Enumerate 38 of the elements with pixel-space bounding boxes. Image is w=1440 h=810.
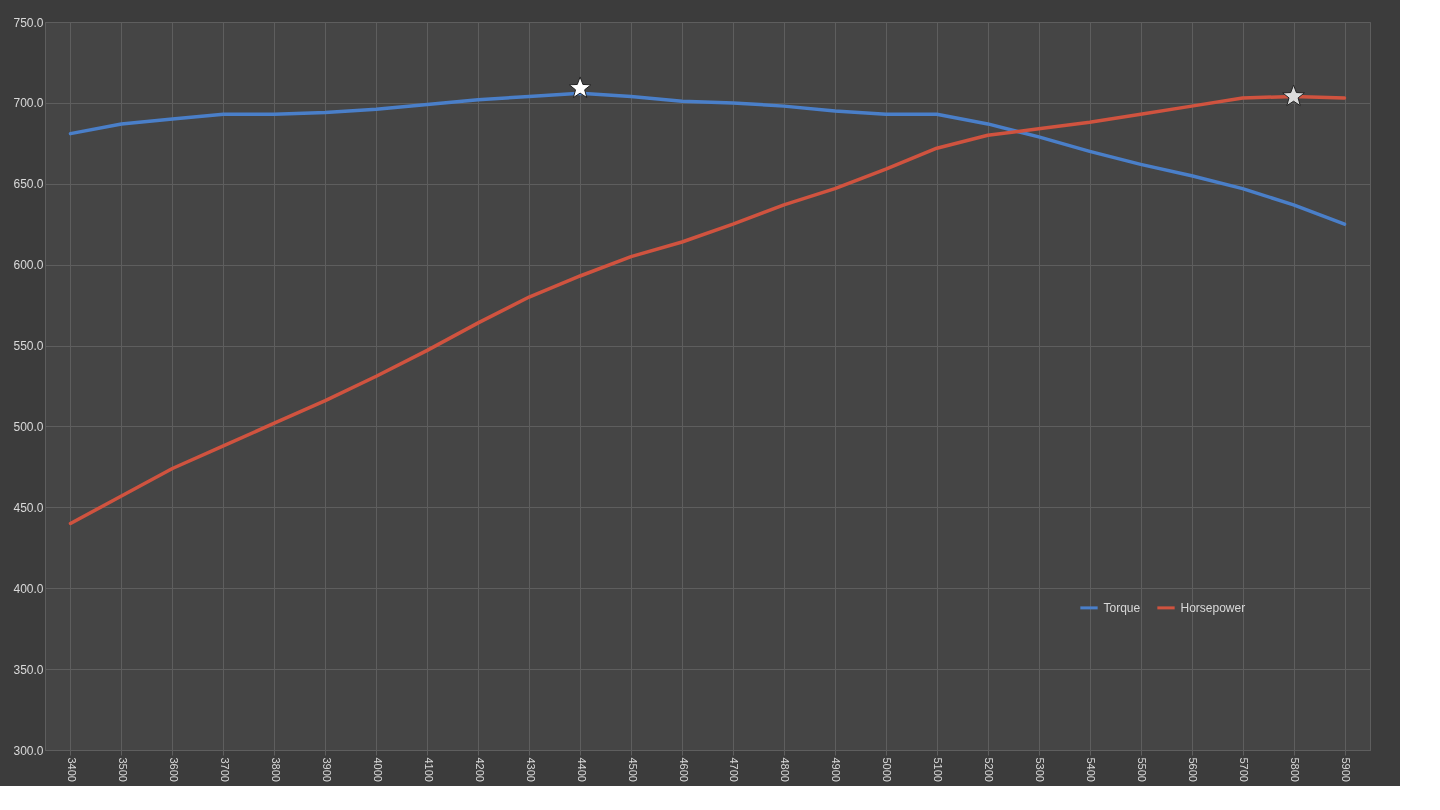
x-tick-label: 5700 — [1238, 757, 1251, 782]
x-tick-label: 3900 — [320, 757, 333, 782]
x-tick-label: 4300 — [524, 757, 537, 782]
x-tick-label: 3600 — [167, 757, 180, 782]
x-tick-label: 5000 — [881, 757, 894, 782]
x-tick-label: 3400 — [65, 757, 78, 782]
legend-label: Horsepower — [1180, 600, 1246, 615]
y-tick-label: 350.0 — [13, 662, 44, 677]
x-tick-label: 4000 — [371, 757, 384, 782]
x-tick-label: 4700 — [728, 757, 741, 782]
y-tick-label: 600.0 — [13, 258, 44, 273]
x-tick-label: 5500 — [1136, 757, 1149, 782]
x-tick-label: 3500 — [116, 757, 129, 782]
y-tick-label: 500.0 — [13, 419, 44, 434]
y-tick-label: 400.0 — [13, 581, 44, 596]
y-tick-label: 450.0 — [13, 500, 44, 515]
x-tick-label: 3700 — [218, 757, 231, 782]
x-tick-label: 5100 — [932, 757, 945, 782]
x-tick-label: 5900 — [1340, 757, 1353, 782]
x-tick-label: 4600 — [677, 757, 690, 782]
x-tick-label: 4400 — [575, 757, 588, 782]
x-tick-label: 5800 — [1289, 757, 1302, 782]
y-tick-label: 550.0 — [13, 339, 44, 354]
x-tick-label: 4800 — [779, 757, 792, 782]
x-tick-label: 4900 — [830, 757, 843, 782]
x-tick-label: 3800 — [269, 757, 282, 782]
y-tick-label: 300.0 — [13, 743, 44, 758]
x-tick-label: 4100 — [422, 757, 435, 782]
x-tick-label: 4200 — [473, 757, 486, 782]
y-tick-label: 700.0 — [13, 96, 44, 111]
x-tick-label: 5600 — [1187, 757, 1200, 782]
y-tick-label: 750.0 — [13, 15, 44, 30]
x-tick-label: 4500 — [626, 757, 639, 782]
y-tick-label: 650.0 — [13, 177, 44, 192]
legend-label: Torque — [1103, 600, 1141, 615]
x-tick-label: 5400 — [1085, 757, 1098, 782]
x-tick-label: 5300 — [1034, 757, 1047, 782]
x-tick-label: 5200 — [983, 757, 996, 782]
